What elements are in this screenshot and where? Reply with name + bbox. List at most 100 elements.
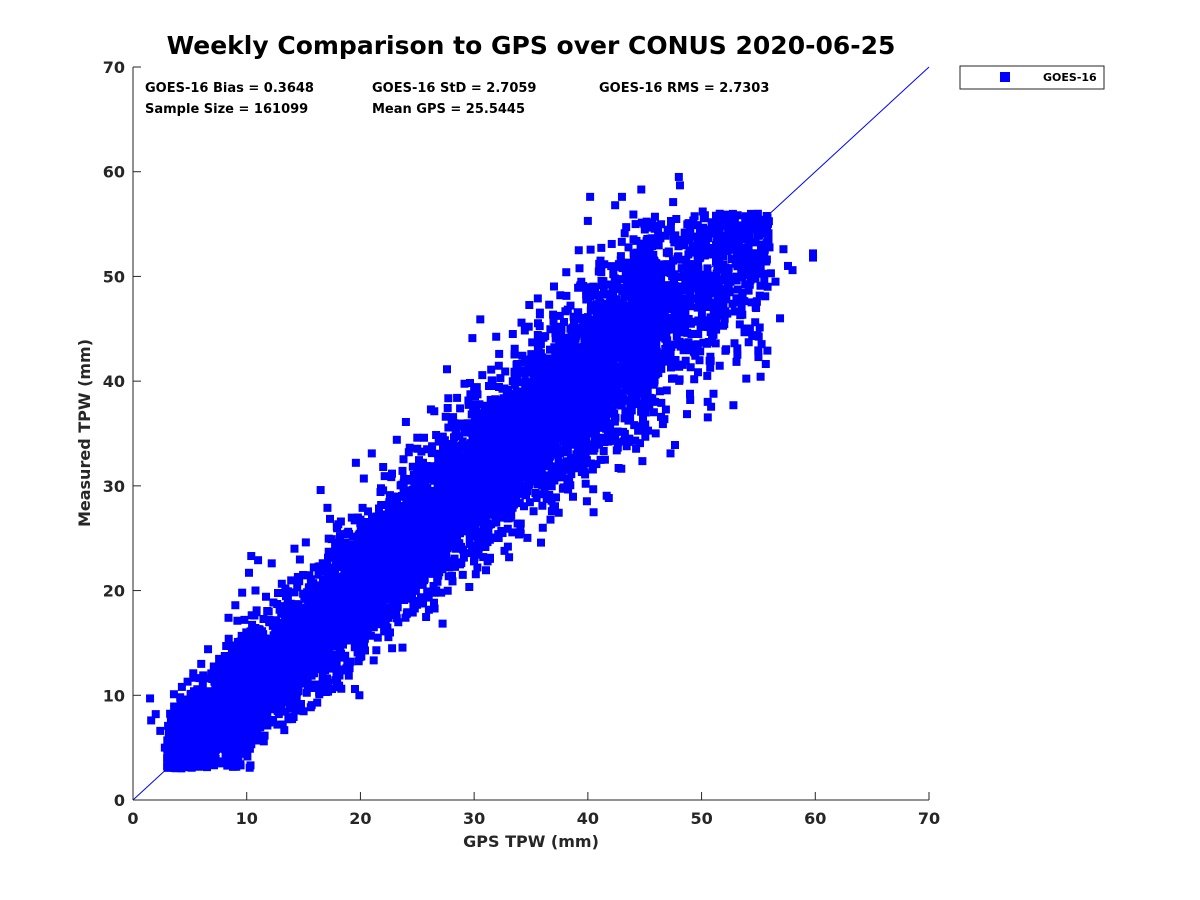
x-tick-label: 40	[577, 809, 599, 828]
data-point	[458, 570, 467, 579]
data-point	[146, 694, 155, 703]
data-point	[379, 463, 388, 472]
data-point	[637, 185, 646, 194]
data-point	[771, 277, 780, 286]
data-point	[160, 743, 169, 752]
data-point	[779, 245, 788, 254]
data-point	[163, 754, 172, 763]
data-point	[177, 682, 186, 691]
data-point	[595, 259, 604, 268]
data-point	[693, 232, 702, 241]
data-point	[698, 207, 707, 216]
data-point	[259, 737, 268, 746]
y-tick-label: 50	[103, 267, 125, 286]
data-point	[650, 212, 659, 221]
y-ticks: 0 10 20 30 40 50 60 70	[103, 58, 141, 810]
data-point	[736, 311, 745, 320]
data-point	[212, 745, 221, 754]
stat-rms: GOES-16 RMS = 2.7303	[599, 81, 769, 96]
data-point	[631, 220, 640, 229]
data-point	[600, 455, 609, 464]
data-point	[508, 330, 517, 339]
data-point	[335, 532, 344, 541]
data-point	[712, 219, 721, 228]
data-point	[703, 371, 712, 380]
y-tick-label: 10	[103, 686, 125, 705]
data-point	[367, 449, 376, 458]
data-point	[487, 365, 496, 374]
data-point	[611, 201, 620, 210]
data-point	[666, 224, 675, 233]
x-tick-label: 60	[804, 809, 826, 828]
x-tick-label: 0	[127, 809, 138, 828]
data-point	[267, 559, 276, 568]
data-point	[641, 408, 650, 417]
data-point	[204, 645, 213, 654]
data-point	[408, 608, 417, 617]
data-point	[658, 420, 667, 429]
data-point	[669, 198, 678, 207]
y-tick-label: 60	[103, 163, 125, 182]
data-point	[754, 353, 763, 362]
data-point	[788, 266, 797, 275]
data-point	[316, 486, 325, 495]
data-point	[552, 493, 561, 502]
data-point	[545, 300, 554, 309]
y-tick-label: 30	[103, 477, 125, 496]
data-point	[538, 501, 547, 510]
data-point	[581, 445, 590, 454]
data-point	[313, 698, 322, 707]
one-to-one-line	[132, 66, 930, 801]
data-point	[586, 192, 595, 201]
data-point	[231, 601, 240, 610]
x-tick-label: 70	[918, 809, 940, 828]
data-point	[745, 235, 754, 244]
x-axis-label: GPS TPW (mm)	[463, 832, 599, 851]
data-point	[783, 261, 792, 270]
data-point	[617, 192, 626, 201]
data-point	[385, 628, 394, 637]
data-point	[761, 292, 770, 301]
y-tick-label: 0	[114, 791, 125, 810]
data-point	[224, 613, 233, 622]
stat-bias: GOES-16 Bias = 0.3648	[145, 81, 314, 96]
data-point	[197, 659, 206, 668]
data-point	[721, 346, 730, 355]
data-point	[351, 458, 360, 467]
y-tick-label: 40	[103, 372, 125, 391]
data-point	[607, 239, 616, 248]
legend: GOES-16	[959, 65, 1105, 90]
stats-annotations: GOES-16 Bias = 0.3648 GOES-16 StD = 2.70…	[145, 81, 769, 117]
data-point	[776, 314, 785, 323]
data-point	[441, 412, 450, 421]
plot-area: 0 10 20 30 40 50 60 70 0 10 20 30 40 50 60 70	[103, 58, 940, 828]
data-point	[533, 294, 542, 303]
data-point	[401, 417, 410, 426]
data-point	[290, 544, 299, 553]
x-tick-label: 30	[463, 809, 485, 828]
y-tick-label: 20	[103, 582, 125, 601]
data-point	[301, 538, 310, 547]
data-point	[392, 435, 401, 444]
data-point	[372, 646, 381, 655]
data-point	[563, 475, 572, 484]
data-point	[323, 503, 332, 512]
stat-mean-gps: Mean GPS = 25.5445	[372, 102, 525, 117]
data-point	[281, 584, 290, 593]
data-point	[686, 395, 695, 404]
data-point	[498, 528, 507, 537]
x-tick-label: 20	[349, 809, 371, 828]
data-point	[183, 677, 192, 686]
data-point	[453, 393, 462, 402]
data-point	[470, 383, 479, 392]
data-point	[524, 322, 533, 331]
data-point	[169, 690, 178, 699]
data-point	[174, 758, 183, 767]
data-point	[674, 172, 683, 181]
x-tick-label: 10	[236, 809, 258, 828]
data-point	[426, 405, 435, 414]
x-tick-label: 50	[690, 809, 712, 828]
data-point	[273, 720, 282, 729]
x-ticks: 0 10 20 30 40 50 60 70	[127, 792, 940, 828]
